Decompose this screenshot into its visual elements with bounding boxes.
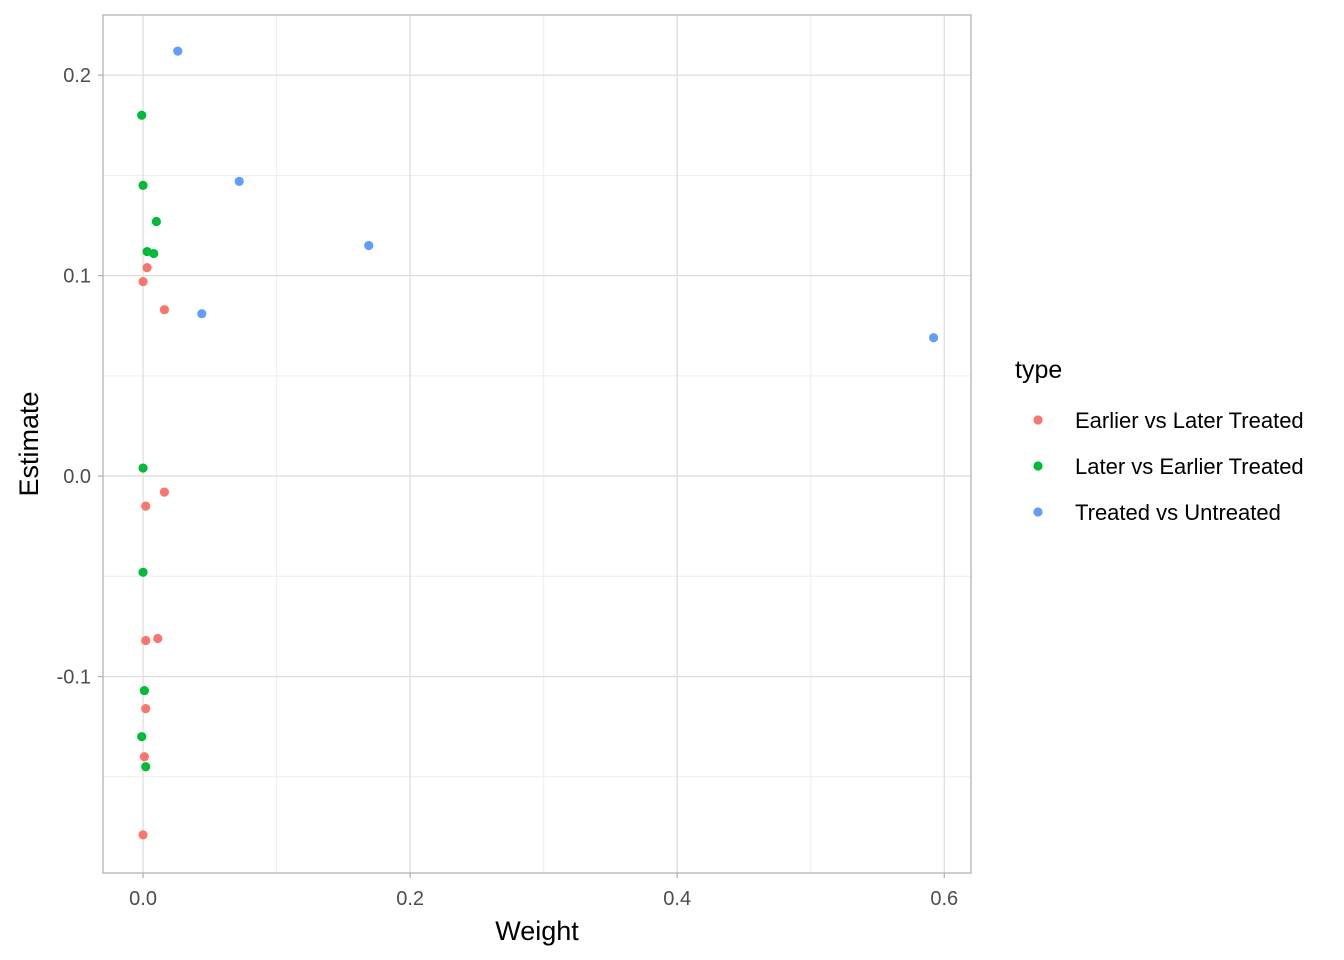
legend-label: Treated vs Untreated xyxy=(1075,500,1281,525)
data-point xyxy=(234,176,244,186)
data-point xyxy=(173,46,183,56)
data-point xyxy=(929,333,939,343)
data-point xyxy=(139,685,149,696)
legend-key xyxy=(1033,415,1043,425)
data-point xyxy=(151,216,162,227)
data-point xyxy=(138,830,148,840)
legend-label: Later vs Earlier Treated xyxy=(1075,454,1304,479)
y-axis-title: Estimate xyxy=(14,391,44,496)
data-point xyxy=(141,635,151,646)
data-point xyxy=(141,762,151,772)
data-point xyxy=(141,501,151,511)
data-point xyxy=(139,752,149,762)
data-point xyxy=(138,567,148,577)
x-axis-title: Weight xyxy=(495,916,579,946)
x-tick-label: 0.6 xyxy=(930,888,958,910)
y-tick-label: 0.1 xyxy=(63,266,91,288)
data-point xyxy=(138,277,148,287)
data-point xyxy=(137,110,147,120)
gridlines xyxy=(103,15,971,873)
data-point xyxy=(159,487,170,497)
plot-panel-background xyxy=(103,15,971,873)
legend-label: Earlier vs Later Treated xyxy=(1075,408,1304,433)
y-tick-label: -0.1 xyxy=(57,667,91,689)
x-tick-label: 0.0 xyxy=(129,888,157,910)
data-point xyxy=(142,262,152,273)
legend-key xyxy=(1033,461,1043,471)
y-axis: -0.1 0.0 0.1 0.2 xyxy=(57,65,103,689)
x-axis: 0.0 0.2 0.4 0.6 xyxy=(129,873,958,910)
data-points xyxy=(137,46,939,840)
data-point xyxy=(197,309,207,319)
legend: type Earlier vs Later Treated Later vs Ea… xyxy=(1015,356,1304,525)
data-point xyxy=(137,732,147,742)
y-tick-label: 0.2 xyxy=(63,65,91,87)
legend-key xyxy=(1033,507,1043,517)
y-tick-label: 0.0 xyxy=(63,466,91,488)
data-point xyxy=(149,248,159,259)
x-tick-label: 0.4 xyxy=(663,888,691,910)
data-point xyxy=(138,180,148,190)
data-point xyxy=(364,240,374,251)
plot-panel-border xyxy=(102,14,972,874)
data-point xyxy=(159,305,170,315)
data-point xyxy=(138,463,148,473)
data-point xyxy=(141,704,151,714)
x-tick-label: 0.2 xyxy=(396,888,424,910)
data-point xyxy=(153,633,163,644)
legend-title: type xyxy=(1015,356,1062,384)
